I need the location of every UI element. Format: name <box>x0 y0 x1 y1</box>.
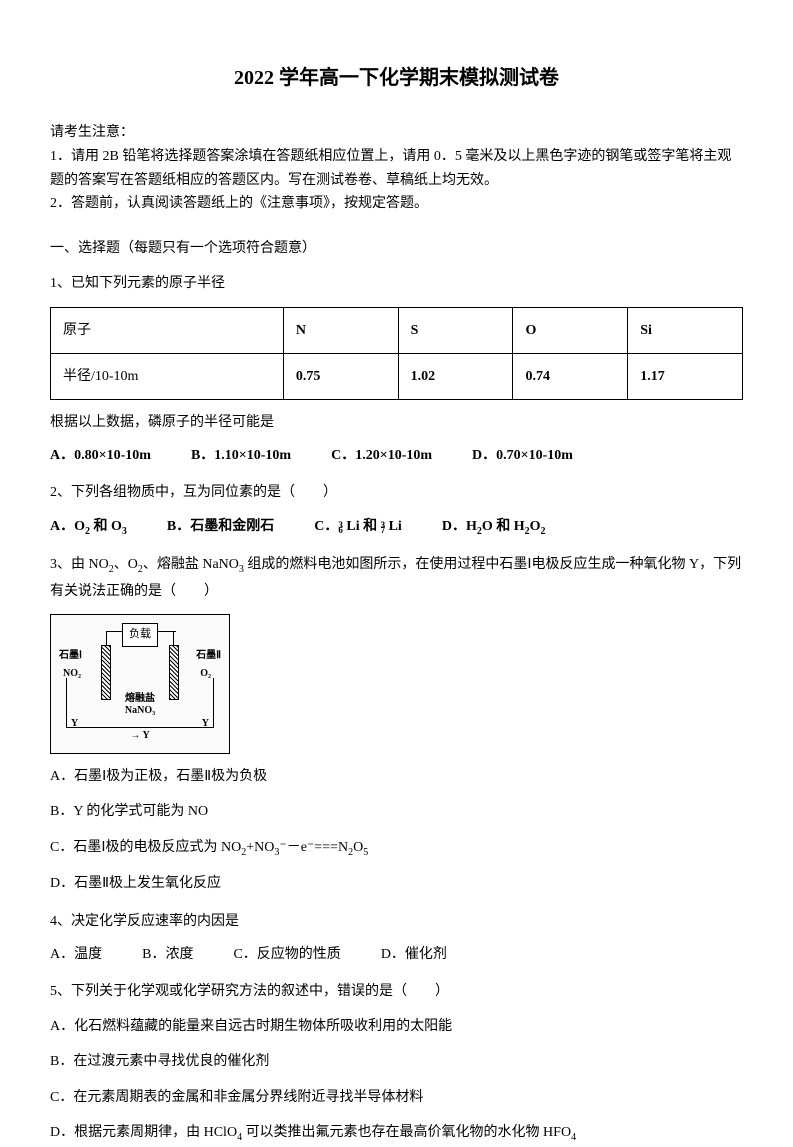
wire <box>173 631 174 645</box>
option-a: A．化石燃料蕴藏的能量来自远古时期生物体所吸收利用的太阳能 <box>50 1014 743 1039</box>
option-d: D．0.70×10-10m <box>472 443 573 468</box>
option-a: A．温度 <box>50 942 102 967</box>
table-cell: O <box>513 307 628 353</box>
fuel-cell-diagram: 负载 石墨Ⅰ 石墨Ⅱ NO₂ O₂ 熔融盐NaNO₃ Y Y → Y <box>50 614 230 754</box>
q1-followup: 根据以上数据，磷原子的半径可能是 <box>50 410 743 435</box>
label-y: Y <box>71 715 78 733</box>
option-c: C．1.20×10-10m <box>331 443 432 468</box>
option-c: C．石墨Ⅰ极的电极反应式为 NO2+NO3⁻－e⁻===N2O5 <box>50 835 743 862</box>
option-a: A．O2 和 O3 <box>50 514 127 541</box>
table-cell: 1.17 <box>628 353 743 399</box>
q4-options: A．温度 B．浓度 C．反应物的性质 D．催化剂 <box>50 942 743 967</box>
table-cell: 0.74 <box>513 353 628 399</box>
load-box: 负载 <box>122 623 158 647</box>
option-d: D．催化剂 <box>381 942 447 967</box>
option-a: A．石墨Ⅰ极为正极，石墨Ⅱ极为负极 <box>50 764 743 789</box>
option-d: D．石墨Ⅱ极上发生氧化反应 <box>50 871 743 896</box>
table-cell: 0.75 <box>283 353 398 399</box>
label-graphite-1: 石墨Ⅰ <box>59 647 82 665</box>
table-cell: 1.02 <box>398 353 513 399</box>
q1-options: A．0.80×10-10m B．1.10×10-10m C．1.20×10-10… <box>50 443 743 468</box>
q4-text: 4、决定化学反应速率的内因是 <box>50 909 743 934</box>
option-d: D．根据元素周期律，由 HClO4 可以类推出氟元素也存在最高价氧化物的水化物 … <box>50 1120 743 1147</box>
notice-header: 请考生注意： <box>50 121 743 145</box>
question-4: 4、决定化学反应速率的内因是 A．温度 B．浓度 C．反应物的性质 D．催化剂 <box>50 909 743 967</box>
table-cell: N <box>283 307 398 353</box>
question-1: 1、已知下列元素的原子半径 原子 N S O Si 半径/10-10m 0.75… <box>50 271 743 468</box>
instructions-block: 请考生注意： 1．请用 2B 铅笔将选择题答案涂填在答题纸相应位置上，请用 0．… <box>50 121 743 216</box>
q5-text: 5、下列关于化学观或化学研究方法的叙述中，错误的是（ ） <box>50 979 743 1004</box>
option-b: B．石墨和金刚石 <box>167 514 274 541</box>
page-title: 2022 学年高一下化学期末模拟测试卷 <box>50 60 743 96</box>
question-2: 2、下列各组物质中，互为同位素的是（ ） A．O2 和 O3 B．石墨和金刚石 … <box>50 480 743 540</box>
label-y: → Y <box>130 727 149 745</box>
table-cell: S <box>398 307 513 353</box>
table-cell: Si <box>628 307 743 353</box>
option-b: B．1.10×10-10m <box>191 443 291 468</box>
row-header-text: 半径/10-10m <box>63 369 138 384</box>
wire <box>106 631 107 645</box>
table-cell: 原子 <box>51 307 284 353</box>
option-c: C．反应物的性质 <box>233 942 340 967</box>
option-d: D．H2O 和 H2O2 <box>442 514 546 541</box>
q3-text: 3、由 NO2、O2、熔融盐 NaNO3 组成的燃料电池如图所示，在使用过程中石… <box>50 552 743 604</box>
option-b: B．在过渡元素中寻找优良的催化剂 <box>50 1049 743 1074</box>
notice-1: 1．请用 2B 铅笔将选择题答案涂填在答题纸相应位置上，请用 0．5 毫米及以上… <box>50 145 743 193</box>
option-c: C．在元素周期表的金属和非金属分界线附近寻找半导体材料 <box>50 1085 743 1110</box>
question-5: 5、下列关于化学观或化学研究方法的叙述中，错误的是（ ） A．化石燃料蕴藏的能量… <box>50 979 743 1147</box>
q1-table: 原子 N S O Si 半径/10-10m 0.75 1.02 0.74 1.1… <box>50 307 743 400</box>
notice-2: 2．答题前，认真阅读答题纸上的《注意事项》，按规定答题。 <box>50 192 743 216</box>
table-row: 原子 N S O Si <box>51 307 743 353</box>
option-c: C．63Li 和 73Li <box>314 514 402 541</box>
q2-options: A．O2 和 O3 B．石墨和金刚石 C．63Li 和 73Li D．H2O 和… <box>50 514 743 541</box>
section-1-header: 一、选择题（每题只有一个选项符合题意） <box>50 236 743 261</box>
table-row: 半径/10-10m 0.75 1.02 0.74 1.17 <box>51 353 743 399</box>
label-salt: 熔融盐NaNO₃ <box>125 693 155 717</box>
q1-text: 1、已知下列元素的原子半径 <box>50 271 743 296</box>
option-b: B．Y 的化学式可能为 NO <box>50 799 743 824</box>
question-3: 3、由 NO2、O2、熔融盐 NaNO3 组成的燃料电池如图所示，在使用过程中石… <box>50 552 743 896</box>
table-cell: 半径/10-10m <box>51 353 284 399</box>
label-graphite-2: 石墨Ⅱ <box>196 647 221 665</box>
option-b: B．浓度 <box>142 942 193 967</box>
q2-text: 2、下列各组物质中，互为同位素的是（ ） <box>50 480 743 505</box>
option-a: A．0.80×10-10m <box>50 443 151 468</box>
label-y: Y <box>202 715 209 733</box>
